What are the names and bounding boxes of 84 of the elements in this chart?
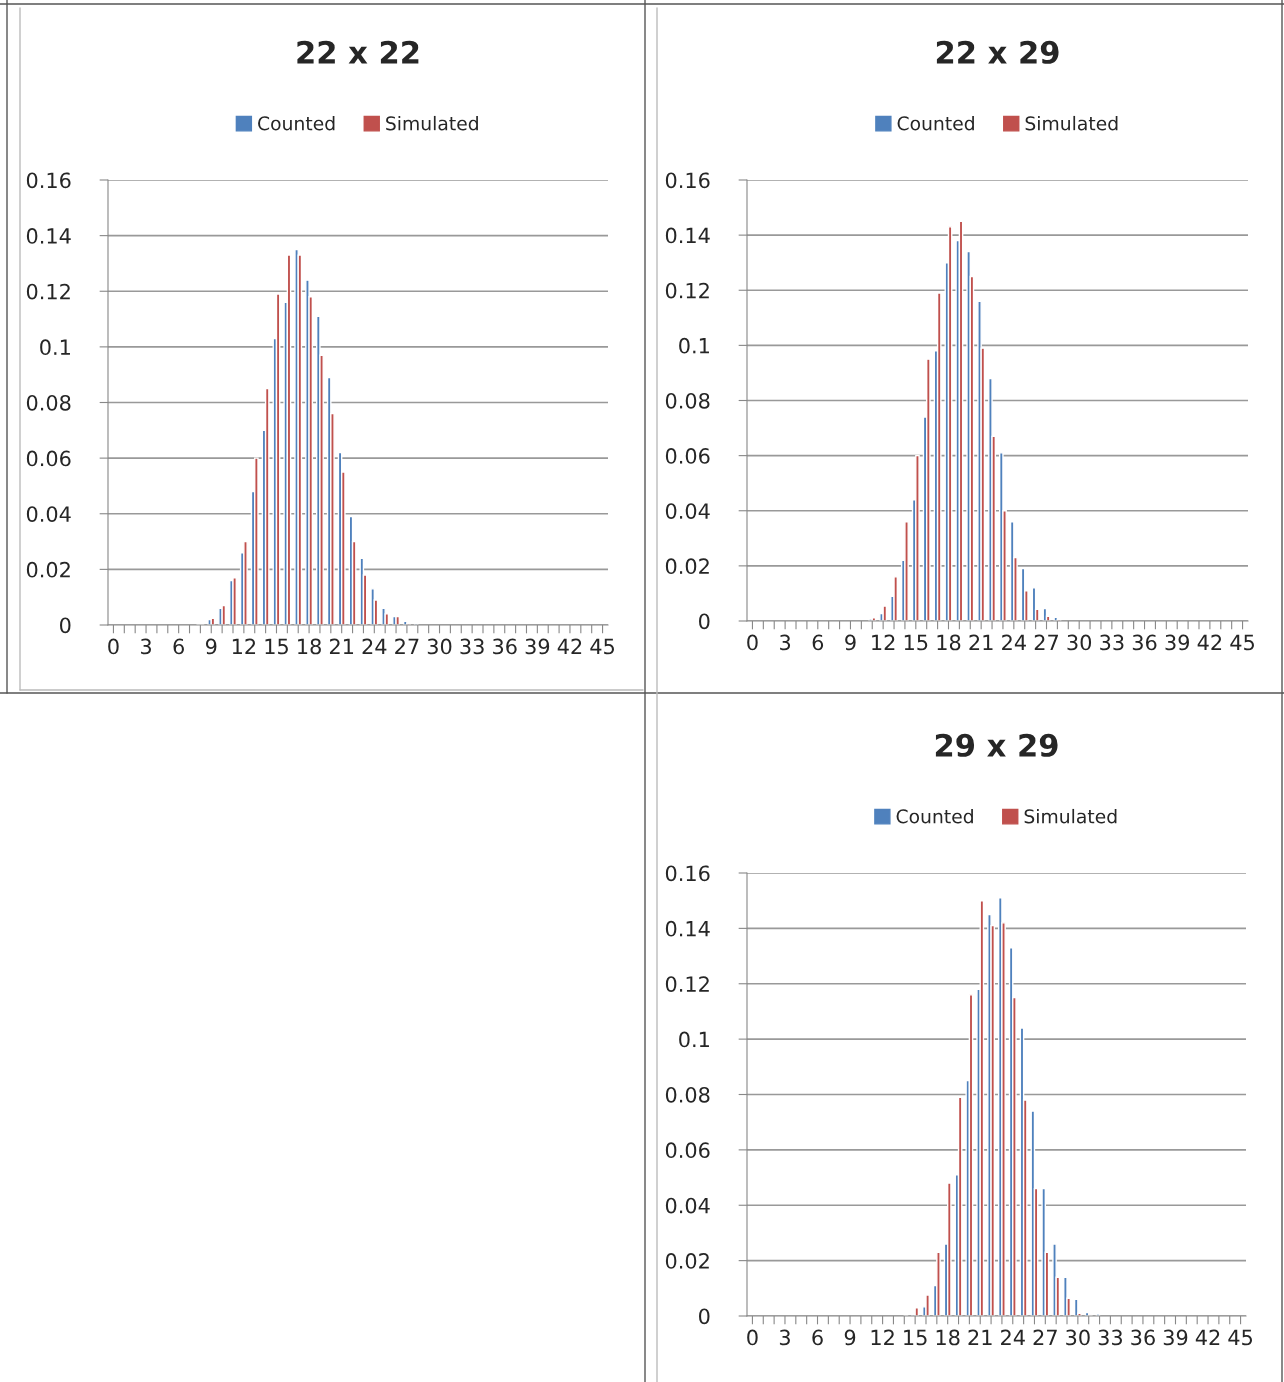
x-tick-label: 15 xyxy=(904,1329,927,1346)
x-tick-label: 18 xyxy=(298,638,321,655)
x-tick-label: 45 xyxy=(590,638,614,655)
legend-label: Counted xyxy=(258,115,335,131)
x-tick-label: 42 xyxy=(1197,634,1222,651)
x-tick-label: 33 xyxy=(1098,1329,1122,1346)
x-tick-label: 9 xyxy=(205,638,217,655)
y-tick-label: 0.12 xyxy=(26,283,70,300)
y-tick-label: 0 xyxy=(60,617,71,634)
y-tick-label: 0.1 xyxy=(679,1031,709,1048)
x-tick-label: 6 xyxy=(812,634,824,651)
y-tick-label: 0.12 xyxy=(665,976,709,992)
x-tick-label: 9 xyxy=(845,634,856,651)
x-tick-label: 45 xyxy=(1228,1329,1253,1346)
x-tick-label: 24 xyxy=(1001,1329,1025,1346)
y-tick-label: 0.16 xyxy=(665,865,710,882)
y-tick-label: 0 xyxy=(699,613,710,630)
y-tick-label: 0.16 xyxy=(26,172,71,189)
y-tick-label: 0.14 xyxy=(665,920,710,937)
x-tick-label: 9 xyxy=(844,1329,856,1346)
x-tick-label: 33 xyxy=(1100,634,1124,651)
x-tick-label: 27 xyxy=(1033,1329,1057,1346)
y-tick-label: 0.04 xyxy=(26,506,71,522)
y-tick-label: 0.1 xyxy=(40,339,70,356)
x-tick-label: 12 xyxy=(871,1329,894,1346)
y-tick-label: 0.1 xyxy=(679,337,709,354)
x-tick-label: 12 xyxy=(232,638,256,655)
x-tick-label: 36 xyxy=(1131,1329,1155,1346)
x-tick-label: 15 xyxy=(904,634,928,651)
chart-title: 29 x 29 xyxy=(935,733,1058,757)
y-tick-label: 0.14 xyxy=(26,228,71,244)
y-tick-label: 0.04 xyxy=(665,1197,710,1214)
x-tick-label: 21 xyxy=(329,638,354,655)
x-tick-label: 42 xyxy=(1195,1329,1220,1346)
x-tick-label: 30 xyxy=(1067,634,1092,651)
legend-label: Simulated xyxy=(386,115,478,131)
x-tick-label: 18 xyxy=(937,634,961,651)
x-tick-label: 0 xyxy=(747,634,758,651)
x-tick-label: 24 xyxy=(1002,634,1026,651)
y-tick-label: 0.06 xyxy=(665,1142,710,1159)
x-tick-label: 39 xyxy=(1165,634,1189,651)
y-tick-label: 0.02 xyxy=(26,561,70,578)
y-tick-label: 0.14 xyxy=(665,227,710,244)
legend-label: Counted xyxy=(897,115,974,131)
x-tick-label: 39 xyxy=(1163,1329,1188,1346)
y-tick-label: 0.02 xyxy=(665,558,709,575)
y-tick-label: 0.08 xyxy=(665,1086,710,1103)
y-tick-label: 0.08 xyxy=(26,394,71,411)
x-tick-label: 0 xyxy=(747,1329,758,1346)
x-tick-label: 18 xyxy=(936,1329,960,1346)
x-tick-label: 21 xyxy=(969,634,993,651)
x-tick-label: 36 xyxy=(1132,634,1157,651)
x-tick-label: 27 xyxy=(395,638,419,655)
x-tick-label: 3 xyxy=(780,634,791,651)
x-tick-label: 3 xyxy=(779,1329,790,1346)
y-tick-label: 0 xyxy=(699,1308,710,1325)
x-tick-label: 6 xyxy=(812,1329,823,1346)
x-tick-label: 33 xyxy=(460,638,484,655)
x-tick-label: 30 xyxy=(1066,1329,1090,1346)
y-tick-label: 0.04 xyxy=(665,503,710,519)
y-tick-label: 0.12 xyxy=(665,282,709,299)
x-tick-label: 6 xyxy=(173,638,184,655)
y-tick-label: 0.06 xyxy=(26,450,71,467)
x-tick-label: 24 xyxy=(362,638,387,655)
y-tick-label: 0.16 xyxy=(665,172,710,189)
legend-label: Simulated xyxy=(1025,115,1118,131)
y-tick-label: 0.06 xyxy=(665,448,710,464)
x-tick-label: 27 xyxy=(1034,634,1058,651)
x-tick-label: 12 xyxy=(872,634,895,651)
x-tick-label: 21 xyxy=(968,1329,992,1346)
x-tick-label: 15 xyxy=(265,638,288,655)
y-tick-label: 0.08 xyxy=(665,392,710,409)
x-tick-label: 30 xyxy=(427,638,452,655)
x-tick-label: 42 xyxy=(557,638,582,655)
legend-label: Counted xyxy=(896,808,973,824)
chart-title: 22 x 22 xyxy=(297,40,419,64)
chart-title: 22 x 29 xyxy=(936,40,1059,64)
x-tick-label: 36 xyxy=(493,638,517,655)
legend-label: Simulated xyxy=(1024,808,1117,824)
x-tick-label: 39 xyxy=(525,638,550,655)
y-tick-label: 0.02 xyxy=(665,1253,709,1269)
x-tick-label: 0 xyxy=(108,638,119,655)
x-tick-label: 3 xyxy=(141,638,151,655)
x-tick-label: 45 xyxy=(1230,634,1254,651)
